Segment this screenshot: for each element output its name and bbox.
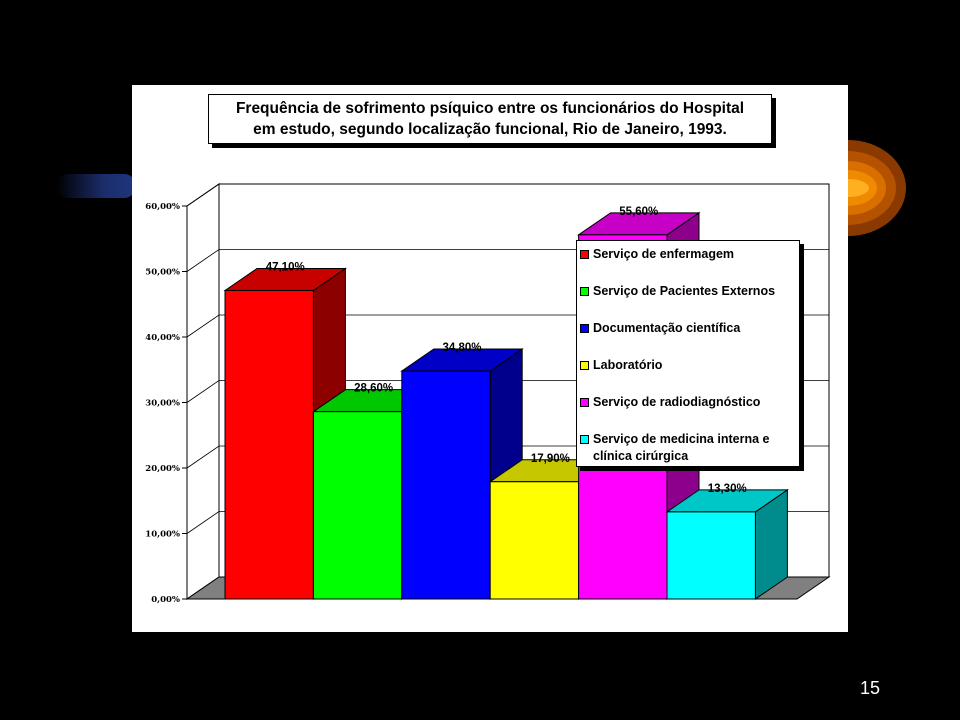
bar: [666, 511, 756, 600]
chart-title-line-2: em estudo, segundo localização funcional…: [253, 121, 727, 138]
legend-label: Serviço de enfermagem: [593, 247, 735, 261]
bar: [489, 481, 580, 600]
data-label: 34,80%: [442, 342, 481, 354]
y-tick-label: 30,00%: [145, 399, 180, 409]
bar: [401, 370, 491, 600]
gridline: [186, 183, 829, 207]
legend-swatch: [580, 250, 589, 259]
legend-label: Serviço de medicina interna e clínica ci…: [593, 432, 770, 463]
bar: [224, 289, 314, 600]
y-tick-label: 0,00%: [151, 595, 180, 605]
legend-swatch: [580, 398, 589, 407]
y-tick-label: 60,00%: [145, 202, 180, 212]
data-label: 13,30%: [708, 483, 747, 495]
legend-swatch: [580, 287, 589, 296]
legend-label: Laboratório: [593, 358, 663, 372]
decorative-streak: [56, 174, 136, 198]
y-tick-label: 50,00%: [145, 268, 180, 278]
decorative-glow: [848, 140, 908, 236]
page-number: 15: [859, 678, 881, 698]
legend-label: Serviço de Pacientes Externos: [593, 284, 776, 298]
chart-title: Frequência de sofrimento psíquico entre …: [208, 94, 772, 144]
legend-swatch: [580, 324, 589, 333]
data-label: 55,60%: [619, 206, 658, 218]
data-label: 17,90%: [531, 453, 570, 465]
legend-label: Serviço de radiodiagnóstico: [593, 395, 761, 409]
chart-panel: 0,00% 10,00% 20,00% 30,00% 40,00% 50,00% 60,00…: [132, 85, 848, 632]
legend-swatch: [580, 435, 589, 444]
legend-label: Documentação científica: [593, 321, 741, 335]
legend: Serviço de enfermagem Serviço de Pacient…: [576, 240, 800, 467]
y-tick-label: 20,00%: [145, 464, 180, 474]
y-tick-label: 40,00%: [145, 333, 180, 343]
data-label: 28,60%: [354, 383, 393, 395]
y-tick-label: 10,00%: [145, 530, 180, 540]
bar: [312, 411, 403, 600]
legend-swatch: [580, 361, 589, 370]
data-label: 47,10%: [266, 261, 305, 273]
chart-title-line-1: Frequência de sofrimento psíquico entre …: [235, 100, 745, 117]
